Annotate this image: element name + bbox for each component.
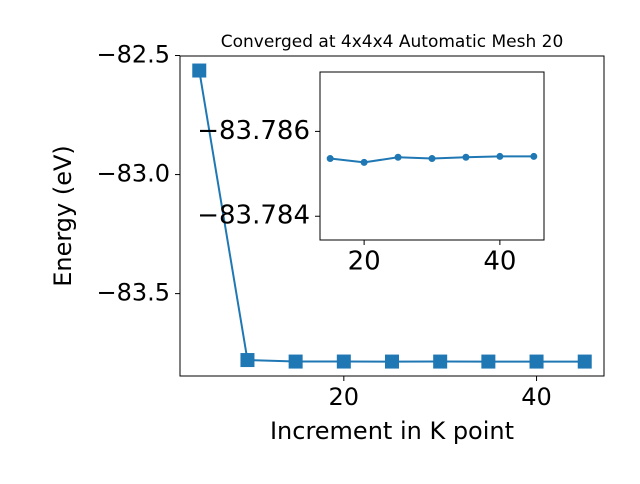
marker [288, 354, 303, 369]
marker [385, 354, 399, 369]
marker [530, 152, 538, 160]
marker [433, 354, 448, 369]
marker [326, 155, 334, 163]
marker [462, 153, 470, 161]
marker [240, 353, 255, 368]
x-tick-label: 40 [483, 247, 516, 277]
chart-title: Converged at 4x4x4 Automatic Mesh 20 [221, 32, 564, 52]
y-tick-label: −83.786 [197, 116, 310, 146]
y-tick-label: −83.784 [197, 201, 310, 231]
y-tick-label: −83.0 [96, 160, 170, 188]
axes-frame [319, 71, 545, 241]
x-tick-label: 40 [521, 383, 552, 411]
y-tick-label: −83.5 [96, 279, 170, 307]
x-tick-label: 20 [348, 247, 381, 277]
y-axis-label: Energy (eV) [49, 145, 77, 287]
marker [481, 354, 496, 369]
x-axis-label: Increment in K point [270, 417, 514, 445]
marker [577, 354, 592, 369]
marker [336, 354, 351, 369]
marker [496, 152, 504, 160]
x-tick-label: 20 [329, 383, 360, 411]
marker [360, 158, 368, 166]
marker [428, 155, 436, 163]
y-tick-label: −82.5 [96, 41, 170, 69]
axes-frame [179, 55, 605, 377]
marker [192, 63, 207, 78]
marker [529, 354, 544, 369]
marker [394, 153, 402, 161]
